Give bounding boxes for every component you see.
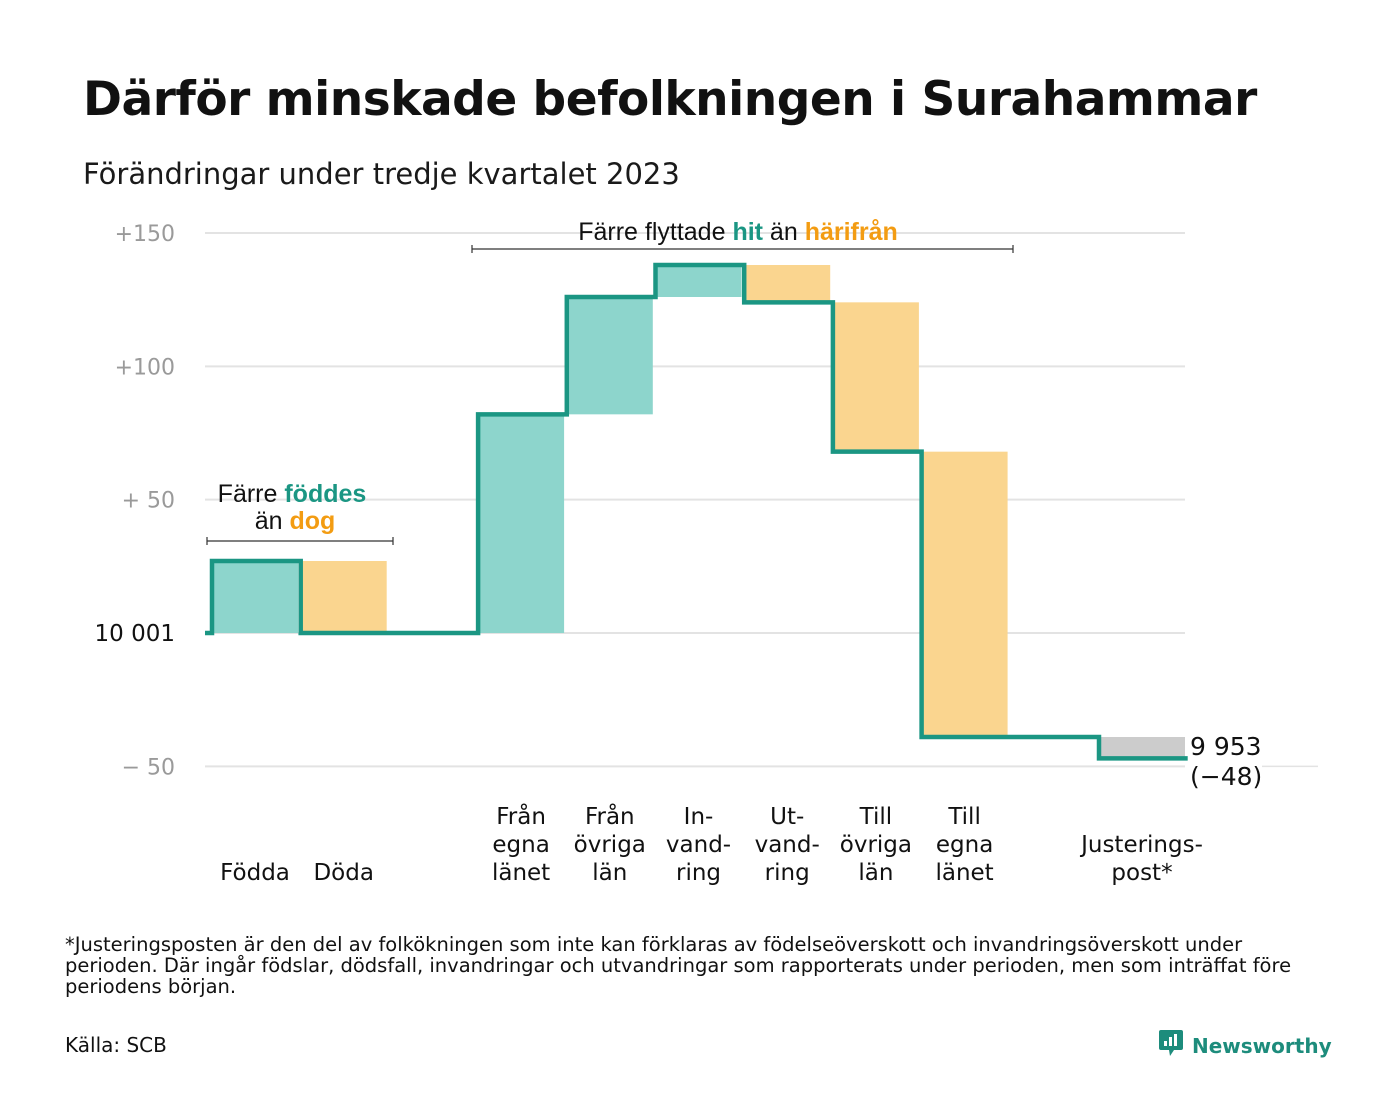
category-label: Ut- [770,804,804,830]
category-label: Justerings- [1079,832,1203,858]
annotation-births-line2: än dog [255,507,336,535]
category-label: egna [936,832,993,858]
brand-name: Newsworthy [1192,1033,1332,1058]
footnote: *Justeringsposten är den del av folkökni… [65,933,1292,998]
bar [566,297,653,415]
y-tick-label: − 50 [122,755,175,780]
bar [921,451,1008,737]
category-label: Döda [313,860,373,886]
bar [300,561,387,633]
annotation-births-line1: Färre föddes [218,480,367,508]
category-label: In- [684,804,714,830]
chart-title: Därför minskade befolkningen i Surahamma… [83,72,1257,127]
bar [655,265,742,297]
y-tick-label: +100 [115,355,175,380]
cumulative-line [205,262,1188,761]
category-label: egna [492,832,549,858]
bar [478,414,565,633]
category-label: län [592,860,627,886]
y-tick-label: +150 [115,222,175,247]
bar [832,302,919,452]
category-label: ring [765,860,810,886]
category-label: post* [1111,860,1172,886]
line-layer [205,262,1188,761]
category-label: Födda [220,860,290,886]
annotation-moves: Färre flyttade hit än härifrån [578,218,898,246]
bar [212,561,298,633]
category-label: Från [496,802,546,830]
category-label: Till [859,804,893,830]
category-label: vand- [755,832,820,858]
category-label: Till [947,804,981,830]
category-label: Från [585,802,635,830]
category-label: vand- [666,832,731,858]
end-value-label: 9 953 [1190,732,1262,761]
category-label: länet [492,860,550,886]
y-tick-label: + 50 [122,489,175,514]
source-label: Källa: SCB [65,1033,167,1057]
bar [1099,737,1185,759]
start-value-label: 10 001 [95,621,175,647]
brand: Newsworthy [1158,1028,1332,1063]
end-change-label: (−48) [1190,762,1262,791]
chart-subtitle: Förändringar under tredje kvartalet 2023 [83,157,680,191]
grid-layer [205,232,1318,768]
category-label: län [858,860,893,886]
newsworthy-logo-icon [1158,1028,1184,1063]
bar-layer [212,265,1185,759]
category-label: ring [676,860,721,886]
category-label: länet [935,860,993,886]
bar [744,265,831,303]
category-label: övriga [574,832,646,858]
category-label: övriga [840,832,912,858]
